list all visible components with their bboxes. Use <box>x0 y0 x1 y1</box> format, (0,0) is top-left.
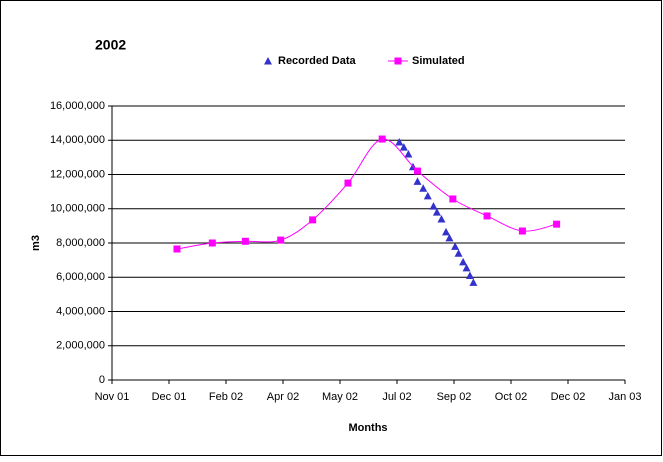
chart-title: 2002 <box>95 37 126 53</box>
x-tick-label: Apr 02 <box>267 391 299 403</box>
y-tick-label: 6,000,000 <box>56 271 105 283</box>
data-point <box>432 208 441 216</box>
legend-marker <box>394 57 402 65</box>
x-tick-label: Jul 02 <box>382 391 411 403</box>
x-tick-label: Feb 02 <box>209 391 243 403</box>
data-point <box>399 143 408 151</box>
data-point <box>553 220 561 228</box>
data-point <box>462 263 471 272</box>
x-tick-label: Dec 01 <box>152 391 187 403</box>
data-point <box>395 137 404 146</box>
data-point <box>378 135 386 143</box>
x-tick-label: Jan 03 <box>608 391 641 403</box>
legend-marker <box>264 57 272 65</box>
data-point <box>277 236 285 244</box>
data-point <box>483 212 491 220</box>
x-tick-label: Dec 02 <box>551 391 586 403</box>
y-tick-label: 4,000,000 <box>56 305 105 317</box>
data-point <box>449 195 457 203</box>
data-point <box>465 271 474 280</box>
y-tick-label: 8,000,000 <box>56 237 105 249</box>
legend-label: Simulated <box>412 55 465 67</box>
y-tick-label: 10,000,000 <box>50 203 105 215</box>
data-point <box>208 239 216 247</box>
data-point <box>459 257 468 266</box>
y-tick-label: 2,000,000 <box>56 340 105 352</box>
y-axis-label: m3 <box>30 235 42 251</box>
data-point <box>309 216 317 224</box>
data-point <box>241 237 249 245</box>
x-tick-label: Oct 02 <box>495 391 527 403</box>
data-point <box>419 184 428 192</box>
data-point <box>413 177 422 185</box>
data-point <box>173 245 181 253</box>
x-tick-label: Sep 02 <box>437 391 472 403</box>
data-point <box>344 179 352 187</box>
data-point <box>442 227 451 236</box>
data-point <box>404 149 413 158</box>
y-tick-label: 12,000,000 <box>50 168 105 180</box>
data-point <box>423 191 432 200</box>
y-tick-label: 14,000,000 <box>50 134 105 146</box>
y-tick-label: 0 <box>99 374 105 386</box>
data-point <box>445 233 454 242</box>
x-tick-label: Nov 01 <box>95 391 130 403</box>
x-axis-label: Months <box>348 422 387 434</box>
legend-label: Recorded Data <box>278 55 357 67</box>
data-point <box>414 167 422 175</box>
data-point <box>518 227 526 235</box>
data-point <box>451 242 460 250</box>
data-point <box>469 278 478 286</box>
y-tick-label: 16,000,000 <box>50 100 105 112</box>
data-point <box>454 249 463 257</box>
data-point <box>429 202 438 210</box>
data-point <box>437 215 446 223</box>
x-tick-label: May 02 <box>322 391 358 403</box>
